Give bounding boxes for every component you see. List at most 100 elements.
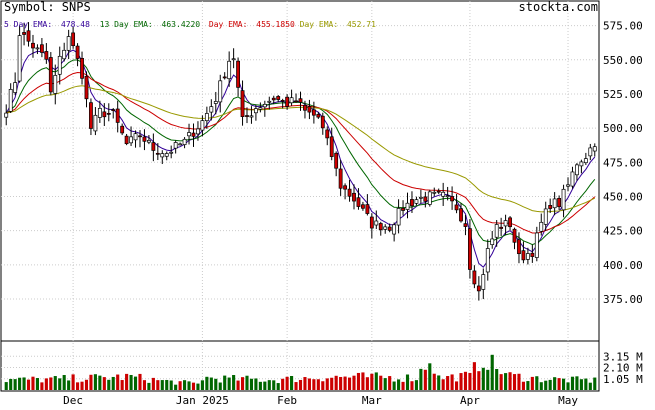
volume-bar xyxy=(446,376,450,390)
volume-bar xyxy=(495,368,499,390)
volume-bar xyxy=(254,378,258,390)
volume-bar xyxy=(245,375,249,390)
candle-body xyxy=(369,216,374,229)
volume-bar xyxy=(89,374,93,390)
volume-bar xyxy=(557,378,561,390)
volume-bar xyxy=(361,372,365,390)
volume-bar xyxy=(584,378,588,390)
candle-body xyxy=(476,285,481,292)
candle-body xyxy=(392,224,397,235)
volume-bar xyxy=(120,380,124,390)
svg-text:5 Day EMA: 478.48: 5 Day EMA: 478.48 13 Day EMA: 463.4220 D… xyxy=(4,20,376,29)
volume-bar xyxy=(178,381,182,390)
volume-bar xyxy=(22,377,26,390)
candle-body xyxy=(196,128,200,135)
volume-bar xyxy=(521,381,525,390)
volume-bar xyxy=(553,377,557,390)
volume-bar xyxy=(441,379,445,390)
legend-value-ema-olive: 452.71 xyxy=(347,20,376,29)
candle-body xyxy=(222,76,227,79)
volume-bar xyxy=(477,371,481,390)
volume-bar xyxy=(339,376,343,390)
candle-body xyxy=(249,115,254,118)
volume-bar xyxy=(196,383,200,390)
candle-body xyxy=(378,223,383,231)
volume-bar xyxy=(276,383,280,390)
volume-bar xyxy=(486,369,490,390)
volume-bar xyxy=(116,374,120,390)
volume-bar xyxy=(138,373,142,390)
volume-bar xyxy=(232,375,236,390)
volume-bar xyxy=(401,381,405,390)
candle-body xyxy=(383,226,388,230)
volume-bar xyxy=(419,368,423,390)
volume-bar xyxy=(307,378,311,390)
volume-bar xyxy=(191,382,196,390)
symbol-label: Symbol: SNPS xyxy=(4,0,91,14)
volume-bar xyxy=(517,373,521,390)
grid-lines xyxy=(1,1,598,390)
candle-body xyxy=(508,217,512,228)
volume-bar xyxy=(4,382,8,390)
volume-bar xyxy=(174,384,178,390)
candle-body xyxy=(552,198,557,209)
candle-body xyxy=(71,32,76,47)
candle-body xyxy=(44,51,49,60)
candle-body xyxy=(530,252,535,257)
candle-body xyxy=(218,80,223,103)
candle-body xyxy=(17,35,22,82)
volume-bar xyxy=(84,379,89,390)
candle-body xyxy=(89,102,93,129)
volume-bar xyxy=(383,378,387,390)
candle-body xyxy=(276,96,281,100)
candle-body xyxy=(427,191,432,205)
candle-body xyxy=(436,190,441,193)
candle-body xyxy=(387,226,392,231)
candle-body xyxy=(178,143,183,146)
volume-bar xyxy=(325,378,329,390)
volume-bar xyxy=(249,378,254,390)
volume-bar xyxy=(290,375,294,390)
volume-bar xyxy=(169,380,173,390)
candle-body xyxy=(307,106,312,113)
volume-bar xyxy=(593,377,597,390)
volume-bar xyxy=(272,380,276,390)
volume-bar xyxy=(236,380,240,390)
volume-bar xyxy=(165,379,169,390)
candle-body xyxy=(592,146,597,152)
legend-label-ema-olive: Day EMA: xyxy=(300,20,339,29)
volume-bar xyxy=(370,373,374,390)
candle-body xyxy=(583,158,588,164)
axis-labels: 575.00 550.00 525.00 500.00 475.00 450.00 425.… xyxy=(63,20,643,407)
volume-bar xyxy=(343,376,347,390)
volume-bar xyxy=(526,381,530,390)
volume-bar xyxy=(544,380,548,390)
volume-bar xyxy=(281,378,285,390)
price-panel xyxy=(0,0,600,342)
candle-body xyxy=(294,100,298,103)
volume-bar xyxy=(312,379,316,390)
candle-body xyxy=(347,188,352,197)
candle-body xyxy=(267,100,272,103)
volume-bar xyxy=(530,376,534,390)
volume-bar xyxy=(388,376,392,390)
candle-body xyxy=(463,223,468,227)
candle-body xyxy=(57,55,62,75)
candle-body xyxy=(231,58,236,61)
candle-body xyxy=(396,208,401,226)
candle-body xyxy=(441,191,446,197)
candle-body xyxy=(80,57,84,79)
candle-body xyxy=(320,115,325,129)
price-tick-label: 375.00 xyxy=(603,293,643,306)
volume-bar xyxy=(258,381,262,390)
price-tick-label: 450.00 xyxy=(603,190,643,203)
volume-bar xyxy=(129,374,133,390)
volume-bar xyxy=(352,375,356,390)
volume-bar xyxy=(535,376,539,390)
candle-body xyxy=(146,140,151,143)
volume-bar xyxy=(9,378,13,390)
volume-bar xyxy=(200,380,204,390)
volume-bar xyxy=(303,377,307,390)
candle-body xyxy=(48,57,53,93)
candle-body xyxy=(187,132,191,137)
